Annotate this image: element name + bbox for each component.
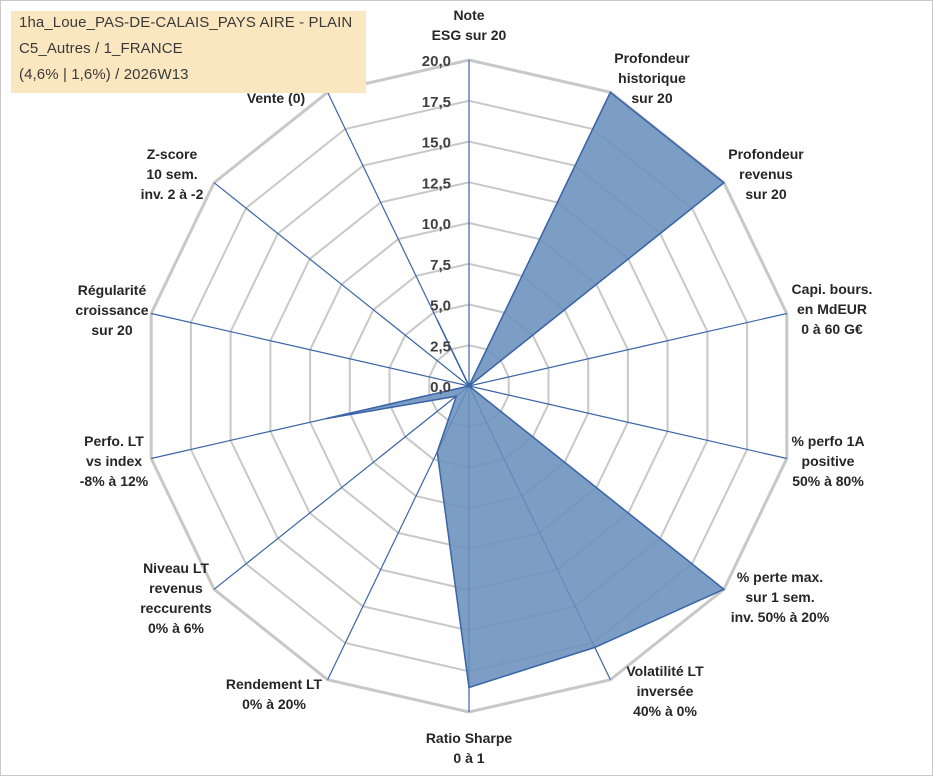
info-stats: (4,6% | 1,6%) / 2026W13 (19, 66, 189, 83)
axis-label-line: Z-score (147, 146, 198, 162)
axis-label-line: 0% à 20% (242, 696, 306, 712)
axis-label-line: 0 à 60 G€ (801, 321, 863, 337)
tick-label: 12,5 (422, 175, 451, 192)
axis-label-line: en MdEUR (797, 301, 867, 317)
spoke-line (468, 385, 787, 460)
axis-label-line: Profondeur (614, 50, 690, 66)
spoke-line (213, 385, 470, 590)
axis-label-line: Régularité (78, 282, 147, 298)
axis-label-line: vs index (86, 453, 142, 469)
axis-label-line: inv. 2 à -2 (141, 186, 204, 202)
axis-label-line: croissance (75, 302, 148, 318)
tick-label: 15,0 (422, 135, 451, 152)
spoke-line (468, 312, 787, 387)
axis-label-line: % perfo 1A (791, 433, 864, 449)
spoke-line (213, 182, 470, 387)
tick-label: 0,0 (430, 379, 451, 396)
tick-label: 20,0 (422, 53, 451, 70)
series-area (325, 91, 726, 689)
axis-label-line: sur 20 (631, 90, 672, 106)
axis-label-line: revenus (149, 580, 203, 596)
axis-label-line: Profondeur (728, 146, 804, 162)
axis-label-line: % perte max. (737, 569, 823, 585)
axis-label-line: -8% à 12% (80, 473, 149, 489)
axis-label-line: 0 à 1 (453, 750, 484, 766)
axis-label-line: sur 20 (745, 186, 786, 202)
info-title: 1ha_Loue_PAS-DE-CALAIS_PAYS AIRE - PLAIN (19, 14, 353, 31)
axis-label-line: ESG sur 20 (432, 27, 507, 43)
axis-label-line: positive (802, 453, 855, 469)
spoke-line (151, 312, 470, 387)
tick-label: 10,0 (422, 216, 451, 233)
axis-label-line: Vente (0) (247, 90, 305, 106)
axis-label-line: Volatilité LT (626, 663, 704, 679)
axis-label-line: Perfo. LT (84, 433, 144, 449)
tick-label: 7,5 (430, 257, 451, 274)
axis-label-line: Note (453, 7, 484, 23)
axis-label-line: 10 sem. (146, 166, 197, 182)
axis-label-line: 40% à 0% (633, 703, 697, 719)
axis-label-line: Capi. bours. (792, 281, 873, 297)
axis-label-line: revenus (739, 166, 793, 182)
tick-label: 2,5 (430, 338, 451, 355)
axis-label-line: Ratio Sharpe (426, 730, 513, 746)
axis-label-line: 50% à 80% (792, 473, 864, 489)
tick-label: 17,5 (422, 94, 451, 111)
axis-label-line: 0% à 6% (148, 620, 205, 636)
axis-label-line: sur 1 sem. (745, 589, 814, 605)
info-category: C5_Autres / 1_FRANCE (19, 40, 183, 57)
axis-label-line: sur 20 (91, 322, 132, 338)
axis-label-line: historique (618, 70, 686, 86)
axis-label-line: Niveau LT (143, 560, 209, 576)
info-box: 1ha_Loue_PAS-DE-CALAIS_PAYS AIRE - PLAIN… (11, 11, 366, 93)
tick-label: 5,0 (430, 298, 451, 315)
axis-label-line: Rendement LT (226, 676, 323, 692)
radial-tick-labels: 0,0 2,5 5,0 7,5 10,0 12,5 15,0 17,5 20,0 (422, 53, 451, 396)
axis-label-line: reccurents (140, 600, 212, 616)
axis-label-line: inversée (637, 683, 694, 699)
axis-label-line: inv. 50% à 20% (731, 609, 830, 625)
radar-series-layer (325, 91, 726, 689)
